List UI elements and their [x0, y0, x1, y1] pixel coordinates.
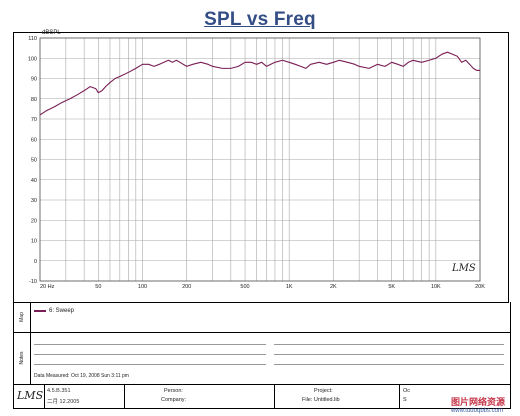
- footer-person-cell: Person: Company:: [124, 384, 275, 408]
- person-label: Person:: [164, 388, 183, 394]
- notes-panel: Notes Data Measured: Oct 19, 2008 Sun 3:…: [13, 332, 511, 385]
- data-measured-text: Data Measured: Oct 19, 2008 Sun 3:11 pm: [34, 373, 129, 379]
- watermark-text: 图片网络资源: [450, 397, 505, 407]
- y-axis-label: dBSPL: [42, 30, 61, 36]
- notes-line: [34, 364, 266, 365]
- x-tick-label: 500: [240, 284, 249, 290]
- legend-label: 6: Sweep: [49, 308, 75, 314]
- y-tick-label: 40: [31, 178, 37, 184]
- company-label: Company:: [161, 397, 187, 403]
- y-tick-label: 10: [31, 239, 37, 245]
- y-tick-label: 90: [31, 77, 37, 83]
- chart-title: SPL vs Freq: [204, 9, 316, 30]
- notes-line: [34, 344, 266, 345]
- x-tick-label: 2K: [330, 284, 337, 290]
- legend-entry: 6: Sweep: [34, 308, 74, 314]
- y-tick-label: 100: [28, 56, 37, 62]
- chart-border: [13, 32, 509, 303]
- file-label: File: Untitled.lib: [302, 397, 340, 403]
- footer-project-cell: Project: File: Untitled.lib: [274, 384, 400, 408]
- version-text: 4.5.B.351: [47, 388, 71, 394]
- footer-lms-logo: LMS: [17, 389, 44, 402]
- x-tick-label: 100: [138, 284, 147, 290]
- notes-label: Notes: [19, 351, 25, 365]
- x-tick-label: 5K: [388, 284, 395, 290]
- series-line: [39, 51, 480, 116]
- x-tick-label: 1K: [286, 284, 293, 290]
- notes-line: [274, 354, 504, 355]
- footer-panel: LMS 4.5.B.351 二月 12.2005 Person: Company…: [13, 384, 511, 414]
- y-tick-label: 50: [31, 158, 37, 164]
- y-tick-label: -10: [29, 279, 37, 285]
- x-tick-label: 200: [182, 284, 191, 290]
- x-tick-label: 10K: [431, 284, 441, 290]
- legend-swatch: [34, 310, 46, 312]
- y-tick-label: 20: [31, 218, 37, 224]
- y-tick-label: 30: [31, 198, 37, 204]
- right-label-1: Oc: [403, 388, 411, 394]
- release-date-text: 二月 12.2005: [47, 399, 80, 405]
- y-tick-label: 110: [28, 36, 37, 42]
- y-tick-label: 60: [31, 137, 37, 143]
- lms-logo: LMS: [452, 263, 476, 274]
- map-panel: Map 6: Sweep: [13, 302, 511, 333]
- notes-line: [274, 344, 504, 345]
- x-tick-label: 50: [95, 284, 101, 290]
- notes-label-cell: Notes: [14, 332, 31, 384]
- right-label-2: S: [403, 397, 407, 403]
- x-tick-label: 20K: [475, 284, 485, 290]
- y-tick-label: 70: [31, 117, 37, 123]
- footer-version-cell: 4.5.B.351 二月 12.2005: [44, 384, 125, 408]
- plot-border: [39, 37, 481, 282]
- map-label-cell: Map: [14, 302, 31, 332]
- y-tick-label: 0: [34, 259, 37, 265]
- y-tick-label: 80: [31, 97, 37, 103]
- map-label: Map: [19, 312, 25, 322]
- x-tick-label: 20 Hz: [40, 284, 55, 290]
- notes-line: [34, 354, 266, 355]
- watermark-url: www.tudoqbbs.com: [450, 408, 503, 414]
- project-label: Project:: [314, 388, 333, 394]
- footer-logo-cell: LMS: [14, 384, 45, 408]
- footer-right-cell: Oc S 图片网络资源 www.tudoqbbs.com: [399, 384, 509, 414]
- notes-line: [274, 364, 504, 365]
